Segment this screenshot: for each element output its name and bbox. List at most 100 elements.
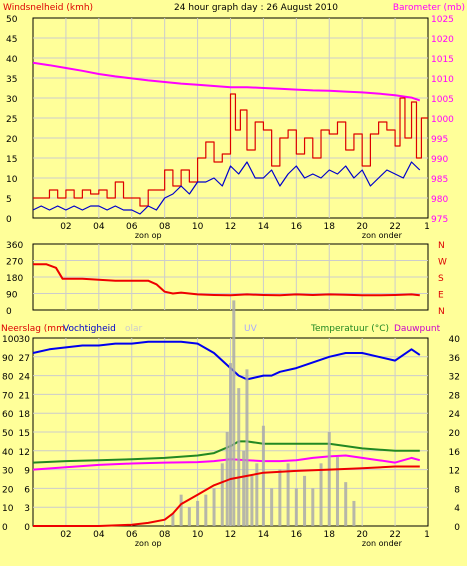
sunrise-label: zon op — [135, 539, 162, 548]
y-right-tick-label: N — [438, 307, 445, 317]
rain-rate-bar — [294, 488, 298, 526]
y-right-tick-label: 20 — [449, 429, 461, 439]
direction-series — [33, 263, 420, 297]
y-right-tick-label: 28 — [449, 391, 461, 401]
y-right-tick-label: E — [438, 291, 444, 301]
y-left-tick-label: 270 — [6, 258, 23, 268]
y-rain-tick-label: 15 — [19, 429, 30, 439]
y-rain-tick-label: 0 — [24, 523, 30, 533]
y-rain-tick-label: 24 — [19, 373, 31, 383]
y-left-tick-label: 10 — [6, 175, 18, 185]
y-right-tick-label: 12 — [449, 467, 460, 477]
x-tick-label: 02 — [60, 530, 71, 540]
y-left-tick-label: 30 — [2, 467, 14, 477]
y-right-tick-label: 990 — [431, 155, 448, 165]
wind-avg-series — [32, 161, 421, 215]
y-right-tick-label: 980 — [431, 195, 448, 205]
y-right-tick-label: 4 — [454, 504, 460, 514]
y-left-tick-label: 80 — [2, 373, 14, 383]
rain-rate-bar — [232, 300, 236, 526]
y-right-tick-label: S — [438, 274, 444, 284]
y-right-tick-label: 8 — [454, 485, 460, 495]
rain-total-series — [33, 465, 420, 527]
y-right-tick-label: 16 — [449, 448, 461, 458]
rain-rate-bar — [286, 463, 290, 526]
y-left-tick-label: 90 — [6, 291, 18, 301]
rain-rate-bar — [171, 513, 175, 526]
y-right-tick-label: 1020 — [431, 35, 454, 45]
y-right-tick-label: 1005 — [431, 95, 454, 105]
y-left-tick-label: 20 — [2, 485, 14, 495]
y-left-tick-label: 45 — [6, 35, 17, 45]
y-left-tick-label: 5 — [6, 195, 12, 205]
x-tick-label: 22 — [389, 222, 400, 232]
sunrise-label: zon op — [135, 231, 162, 240]
x-tick-label: 04 — [93, 222, 105, 232]
y-left-tick-label: 90 — [2, 354, 14, 364]
x-tick-label: 08 — [159, 222, 171, 232]
wind-gust-series — [33, 93, 428, 207]
y-right-tick-label: N — [438, 241, 445, 251]
rain-humidity-temperature-panel: 02 04 06 08 10 12 14 16 18 20 22 101020304050607080… — [2, 300, 460, 548]
x-tick-label: 18 — [324, 530, 336, 540]
x-tick-label: 12 — [225, 530, 236, 540]
y-left-tick-label: 0 — [6, 215, 12, 225]
rain-rate-bar — [261, 425, 265, 526]
sunset-label: zon onder — [362, 539, 403, 548]
x-tick-label: 14 — [258, 222, 270, 232]
x-tick-label: 06 — [126, 530, 138, 540]
x-tick-label: 22 — [389, 530, 400, 540]
y-left-tick-label: 360 — [6, 241, 23, 251]
y-left-tick-label: 50 — [6, 15, 18, 25]
rain-rate-bar — [250, 475, 254, 526]
rain-axis-label: Neerslag (mm — [1, 324, 65, 334]
sunset-label: zon onder — [362, 231, 403, 240]
y-right-tick-label: 995 — [431, 135, 448, 145]
x-tick-label: 08 — [159, 530, 171, 540]
rain-rate-bar — [229, 363, 232, 526]
y-rain-tick-label: 18 — [19, 410, 31, 420]
rain-rate-bar — [278, 469, 282, 526]
rain-rate-bar — [344, 482, 348, 526]
x-tick-label: 04 — [93, 530, 105, 540]
y-left-tick-label: 50 — [2, 429, 14, 439]
y-right-tick-label: 1000 — [431, 115, 454, 125]
x-tick-label: 12 — [225, 222, 236, 232]
y-left-tick-label: 180 — [6, 274, 23, 284]
rain-rate-bar — [204, 494, 208, 526]
x-tick-label: 10 — [192, 222, 204, 232]
y-rain-tick-label: 9 — [24, 467, 30, 477]
rain-rate-bar — [319, 463, 323, 526]
y-left-tick-label: 30 — [6, 95, 18, 105]
x-tick-label: 20 — [356, 530, 368, 540]
x-tick-label: 16 — [291, 222, 303, 232]
temperature-axis-label: Temperatuur (°C) — [310, 324, 389, 334]
y-rain-tick-label: 3 — [24, 504, 30, 514]
x-tick-label: 10 — [192, 530, 204, 540]
y-rain-tick-label: 30 — [19, 335, 31, 345]
rain-rate-bar — [327, 432, 331, 526]
rain-rate-bar — [179, 494, 183, 526]
y-left-tick-label: 25 — [6, 115, 17, 125]
rain-rate-bar — [352, 500, 356, 526]
humidity-series — [32, 340, 421, 381]
barometer-series — [32, 61, 421, 102]
y-rain-tick-label: 6 — [24, 485, 30, 495]
y-left-tick-label: 10 — [2, 504, 14, 514]
rain-rate-bar — [237, 388, 241, 526]
y-left-tick-label: 40 — [6, 55, 18, 65]
uv-axis-label: UV — [244, 324, 258, 334]
dewpoint-series — [32, 454, 421, 471]
y-rain-tick-label: 27 — [19, 354, 30, 364]
wind-barometer-panel: 02 04 06 08 10 12 14 16 18 20 22 105101520253035404… — [6, 15, 454, 240]
wind-axis-label: Windsnelheid (kmh) — [3, 3, 93, 13]
y-right-tick-label: 1015 — [431, 55, 454, 65]
rain-rate-bar — [311, 488, 315, 526]
x-tick-label: 06 — [126, 222, 138, 232]
x-tick-label: 02 — [60, 222, 71, 232]
rain-rate-bar — [220, 463, 224, 526]
y-rain-tick-label: 12 — [19, 448, 30, 458]
y-right-tick-label: W — [438, 258, 447, 268]
